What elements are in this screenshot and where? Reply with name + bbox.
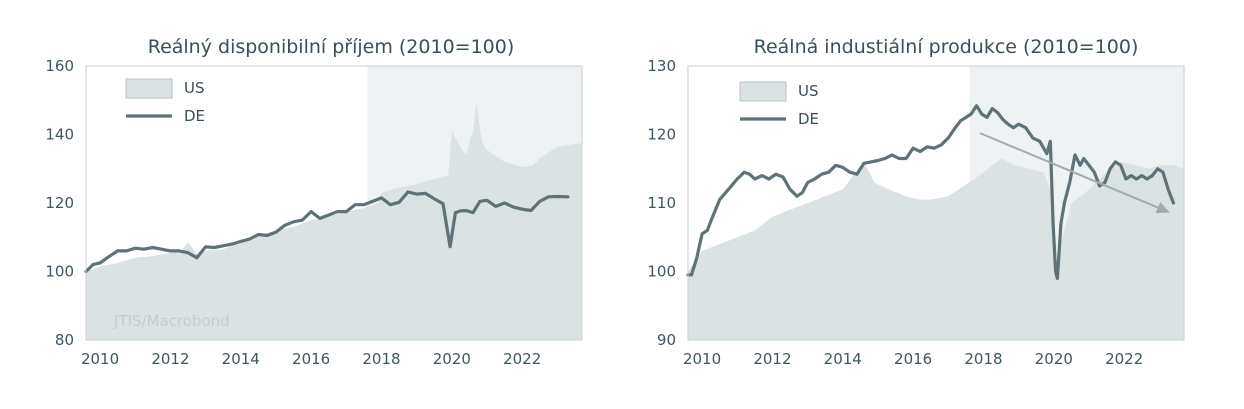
plot-border xyxy=(85,65,583,341)
legend-swatch-us xyxy=(125,78,173,99)
x-tick-label: 2016 xyxy=(894,350,932,368)
legend: US DE xyxy=(739,81,819,128)
x-tick-label: 2022 xyxy=(1105,350,1143,368)
x-tick-label: 2010 xyxy=(81,350,119,368)
x-tick-label: 2014 xyxy=(824,350,862,368)
x-tick-label: 2020 xyxy=(433,350,471,368)
legend-label-de: DE xyxy=(184,107,205,125)
y-tick-label: 140 xyxy=(45,126,74,144)
series-line-de xyxy=(84,190,570,274)
x-tick-label: 2012 xyxy=(151,350,189,368)
x-tick-label: 2020 xyxy=(1035,350,1073,368)
y-tick-label: 100 xyxy=(647,263,676,281)
y-tick-label: 100 xyxy=(45,263,74,281)
legend-label-us: US xyxy=(798,82,819,100)
legend: US DE xyxy=(125,78,205,125)
series-area-us xyxy=(86,103,582,340)
x-tick-label: 2014 xyxy=(222,350,260,368)
x-tick-label: 2018 xyxy=(964,350,1002,368)
series-line-de xyxy=(686,104,1175,280)
y-tick-label: 80 xyxy=(55,331,74,349)
y-tick-label: 90 xyxy=(657,331,676,349)
chart-svg: 90 100 110 120 130 2010 2012 2014 2016 2018 2020 20… xyxy=(647,36,1185,368)
y-tick-label: 160 xyxy=(45,57,74,75)
source-label: JTIS/Macrobond xyxy=(113,312,230,330)
chart-svg: 80 100 120 140 160 2010 2012 2014 2016 2018 2020 20… xyxy=(45,36,583,368)
chart-title: Reálná industiální produkce (2010=100) xyxy=(754,36,1139,58)
x-tick-label: 2016 xyxy=(292,350,330,368)
legend-label-us: US xyxy=(184,79,205,97)
trend-arrow-head xyxy=(1155,202,1170,214)
plot-border xyxy=(687,65,1185,341)
x-tick-label: 2010 xyxy=(683,350,721,368)
chart-title: Reálný disponibilní příjem (2010=100) xyxy=(148,36,515,58)
legend-label-de: DE xyxy=(798,110,819,128)
chart-panel-real-industrial-production: 90 100 110 120 130 2010 2012 2014 2016 2018 2020 20… xyxy=(622,0,1244,409)
y-tick-label: 120 xyxy=(647,126,676,144)
y-tick-label: 110 xyxy=(647,194,676,212)
series-area-us xyxy=(688,158,1184,340)
x-tick-label: 2018 xyxy=(362,350,400,368)
y-tick-label: 120 xyxy=(45,194,74,212)
y-tick-label: 130 xyxy=(647,57,676,75)
x-tick-label: 2022 xyxy=(503,350,541,368)
legend-swatch-us xyxy=(739,81,787,102)
trend-arrow-line xyxy=(979,132,1159,209)
chart-panel-real-disposable-income: 80 100 120 140 160 2010 2012 2014 2016 2018 2020 20… xyxy=(45,36,583,368)
x-tick-label: 2012 xyxy=(753,350,791,368)
